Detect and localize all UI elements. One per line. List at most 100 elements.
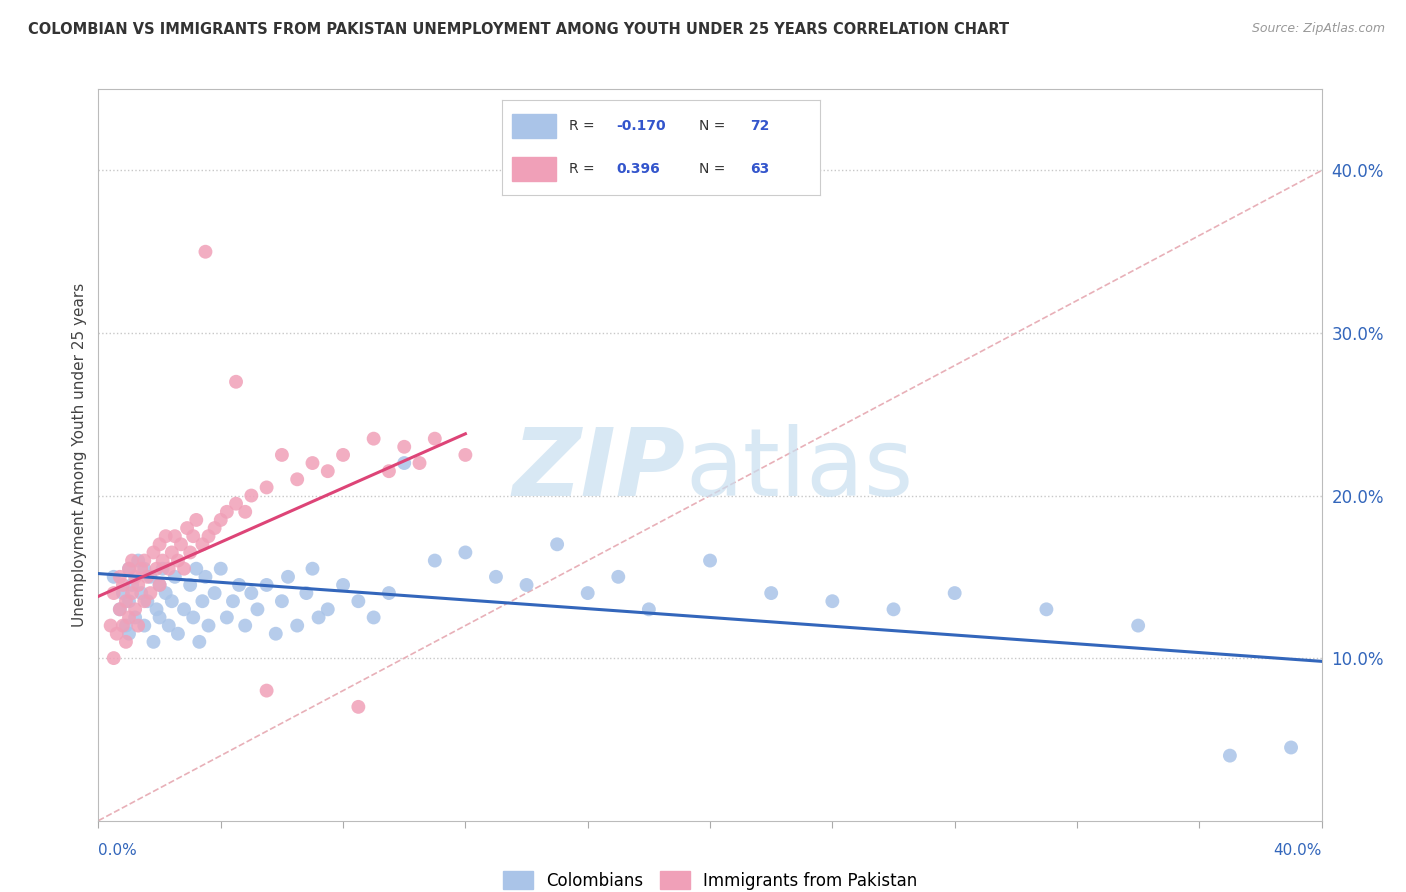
Point: [378, 464, 401, 478]
Point: [240, 489, 263, 503]
Point: [316, 464, 339, 478]
Point: [121, 553, 143, 567]
Point: [943, 586, 966, 600]
Point: [170, 537, 193, 551]
Point: [176, 521, 198, 535]
Point: [134, 594, 156, 608]
Point: [163, 570, 186, 584]
Point: [124, 602, 146, 616]
Point: [127, 618, 149, 632]
Legend: Colombians, Immigrants from Pakistan: Colombians, Immigrants from Pakistan: [496, 864, 924, 892]
Point: [295, 586, 318, 600]
Point: [136, 570, 159, 584]
Point: [516, 578, 538, 592]
Point: [285, 618, 308, 632]
Point: [347, 594, 370, 608]
Point: [759, 586, 782, 600]
Text: Source: ZipAtlas.com: Source: ZipAtlas.com: [1251, 22, 1385, 36]
Point: [301, 562, 323, 576]
Point: [277, 570, 299, 584]
Point: [347, 699, 370, 714]
Point: [179, 578, 201, 592]
Point: [103, 586, 125, 600]
Point: [699, 553, 721, 567]
Point: [160, 594, 183, 608]
Point: [186, 562, 208, 576]
Point: [134, 553, 156, 567]
Point: [222, 594, 245, 608]
Point: [332, 448, 354, 462]
Point: [246, 602, 269, 616]
Point: [332, 578, 354, 592]
Point: [392, 456, 416, 470]
Point: [149, 537, 172, 551]
Point: [270, 594, 292, 608]
Point: [111, 618, 134, 632]
Point: [115, 618, 138, 632]
Text: atlas: atlas: [686, 424, 914, 516]
Point: [145, 562, 167, 576]
Point: [215, 610, 238, 624]
Point: [134, 618, 156, 632]
Point: [209, 513, 232, 527]
Text: 40.0%: 40.0%: [1274, 843, 1322, 858]
Point: [197, 529, 219, 543]
Point: [576, 586, 599, 600]
Point: [108, 602, 131, 616]
Point: [392, 440, 416, 454]
Point: [105, 626, 128, 640]
Point: [821, 594, 844, 608]
Point: [423, 553, 446, 567]
Point: [134, 562, 156, 576]
Point: [124, 610, 146, 624]
Point: [118, 562, 141, 576]
Point: [191, 537, 214, 551]
Point: [181, 529, 204, 543]
Point: [204, 521, 226, 535]
Point: [160, 545, 183, 559]
Point: [127, 553, 149, 567]
Point: [108, 602, 131, 616]
Point: [103, 570, 125, 584]
Point: [194, 244, 217, 259]
Point: [1279, 740, 1302, 755]
Point: [181, 610, 204, 624]
Point: [142, 545, 165, 559]
Point: [228, 578, 250, 592]
Point: [883, 602, 905, 616]
Point: [256, 683, 278, 698]
Point: [264, 626, 287, 640]
Point: [546, 537, 568, 551]
Point: [378, 586, 401, 600]
Point: [270, 448, 292, 462]
Point: [1128, 618, 1150, 632]
Point: [301, 456, 323, 470]
Point: [152, 553, 174, 567]
Point: [197, 618, 219, 632]
Point: [111, 586, 134, 600]
Y-axis label: Unemployment Among Youth under 25 years: Unemployment Among Youth under 25 years: [72, 283, 87, 627]
Point: [188, 635, 211, 649]
Point: [149, 578, 172, 592]
Point: [145, 602, 167, 616]
Point: [163, 529, 186, 543]
Point: [240, 586, 263, 600]
Point: [363, 610, 385, 624]
Point: [157, 618, 180, 632]
Point: [118, 562, 141, 576]
Point: [256, 480, 278, 494]
Point: [136, 594, 159, 608]
Point: [204, 586, 226, 600]
Point: [173, 602, 195, 616]
Point: [225, 375, 247, 389]
Point: [155, 586, 177, 600]
Point: [139, 586, 162, 600]
Point: [100, 618, 122, 632]
Point: [173, 562, 195, 576]
Point: [209, 562, 232, 576]
Point: [607, 570, 630, 584]
Point: [1035, 602, 1057, 616]
Point: [454, 448, 477, 462]
Point: [155, 529, 177, 543]
Point: [1219, 748, 1241, 763]
